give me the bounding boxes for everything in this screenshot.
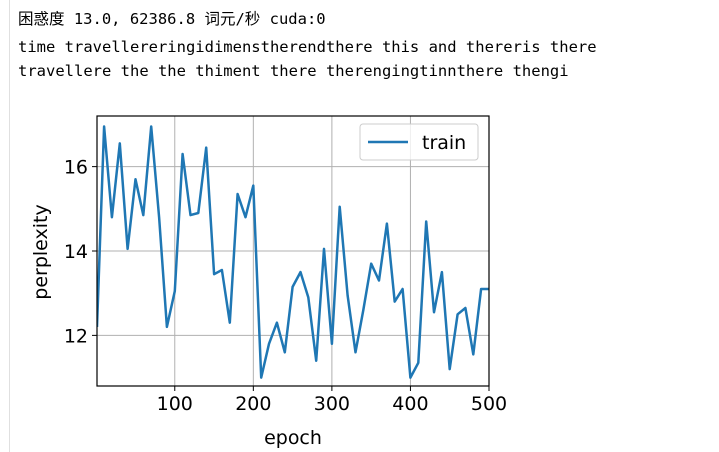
output-line-prediction-1: time travellereringidimenstherendthere t… (18, 38, 597, 56)
output-line-prediction-2: travellere the the thiment there thereng… (18, 62, 569, 80)
legend: train (359, 123, 479, 161)
perplexity-chart: 100 200 300 400 500 12 14 16 epoch perplexity t… (30, 115, 507, 449)
legend-box (359, 123, 479, 161)
y-tick-label: 14 (64, 241, 88, 263)
series-line-train (97, 125, 489, 379)
y-tick-label: 16 (64, 157, 88, 179)
x-tick-label: 400 (392, 393, 428, 415)
y-axis-label: perplexity (30, 204, 52, 299)
series-layer (97, 125, 489, 379)
axis-ticks: 100 200 300 400 500 12 14 16 (64, 157, 507, 415)
x-tick-label: 300 (314, 393, 350, 415)
cell-left-border (9, 0, 10, 452)
x-tick-label: 500 (471, 393, 507, 415)
x-axis-label: epoch (264, 427, 322, 449)
legend-label: train (422, 132, 466, 154)
x-tick-label: 100 (157, 393, 193, 415)
y-tick-label: 12 (64, 325, 88, 347)
output-line-perplexity-speed: 困惑度 13.0, 62386.8 词元/秒 cuda:0 (18, 10, 326, 28)
x-tick-label: 200 (235, 393, 271, 415)
